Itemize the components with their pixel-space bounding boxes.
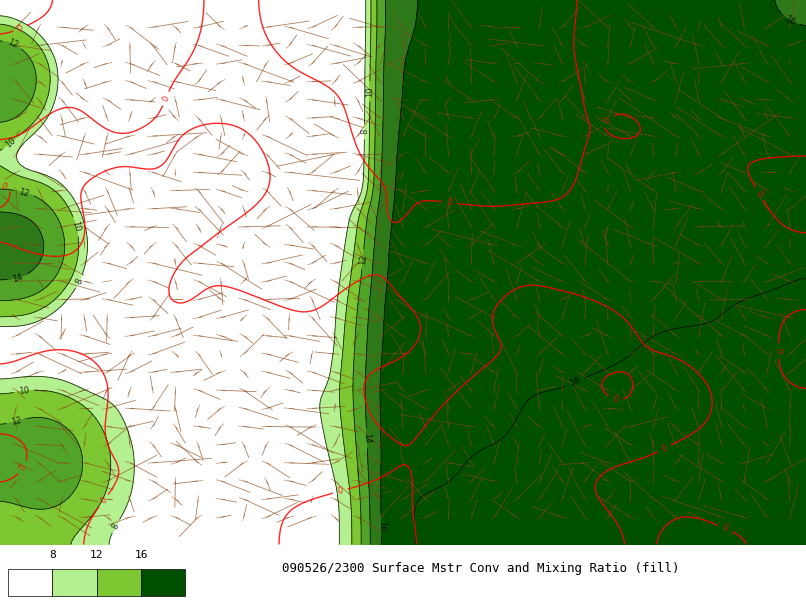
Text: 090526/2300 Surface Mstr Conv and Mixing Ratio (fill): 090526/2300 Surface Mstr Conv and Mixing… — [282, 562, 679, 575]
Text: 12: 12 — [6, 38, 19, 50]
Bar — [141, 569, 185, 596]
Text: 10: 10 — [70, 220, 82, 233]
Text: 16: 16 — [783, 14, 796, 27]
Bar — [97, 569, 141, 596]
Text: 0: 0 — [602, 116, 613, 125]
Text: 16: 16 — [376, 521, 386, 532]
Text: 0: 0 — [612, 394, 619, 404]
Text: 12: 12 — [10, 416, 23, 427]
Text: 0: 0 — [447, 198, 453, 208]
Bar — [52, 569, 97, 596]
Text: 8: 8 — [360, 129, 369, 134]
Text: 10: 10 — [365, 86, 375, 97]
Bar — [8, 569, 52, 596]
Text: 8: 8 — [49, 549, 56, 560]
Text: 10: 10 — [19, 386, 30, 396]
Text: 0: 0 — [18, 463, 28, 473]
Text: 0: 0 — [336, 486, 344, 496]
Text: 0: 0 — [754, 189, 765, 198]
Text: 0: 0 — [721, 523, 729, 534]
Text: 0: 0 — [774, 348, 783, 353]
Text: 16: 16 — [135, 549, 147, 560]
Text: 0: 0 — [160, 94, 171, 103]
Text: 0: 0 — [660, 443, 669, 454]
Text: 12: 12 — [90, 549, 103, 560]
Text: 14: 14 — [11, 272, 23, 284]
Text: 0: 0 — [0, 182, 8, 192]
Text: 0: 0 — [16, 23, 24, 34]
Text: 14: 14 — [362, 433, 372, 444]
Text: 18: 18 — [568, 376, 582, 388]
Text: 0: 0 — [98, 496, 109, 505]
Text: 8: 8 — [110, 522, 121, 531]
Text: 12: 12 — [18, 187, 31, 198]
Text: 12: 12 — [358, 254, 368, 265]
Text: 10: 10 — [3, 136, 17, 149]
Text: 8: 8 — [74, 277, 85, 286]
